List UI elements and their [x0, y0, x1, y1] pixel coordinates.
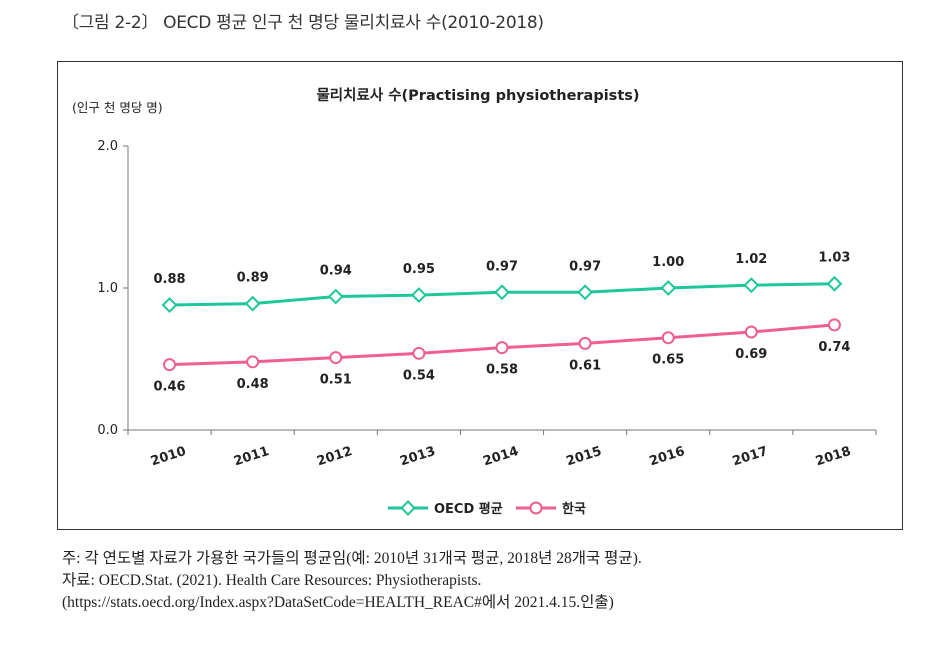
data-label: 0.54 — [403, 368, 435, 383]
x-tick-label: 2015 — [565, 444, 604, 469]
data-point — [327, 288, 344, 305]
x-tick-label: 2014 — [481, 444, 520, 469]
legend-item: 한국 — [516, 501, 586, 517]
data-point — [244, 295, 261, 312]
legend: OECD 평균 한국 — [388, 500, 586, 517]
data-point — [661, 331, 675, 345]
legend-marker — [400, 500, 416, 516]
data-label: 0.97 — [486, 259, 518, 274]
series-korea: 0.46 0.48 0.51 0.54 0.58 0.61 0.65 0.69 0.74 — [154, 318, 850, 395]
source-url-line: (https://stats.oecd.org/Index.aspx?DataS… — [62, 594, 614, 611]
data-point — [410, 287, 427, 304]
data-point — [494, 284, 510, 301]
data-label: 0.74 — [818, 340, 850, 355]
data-label: 0.65 — [652, 353, 684, 368]
data-label: 0.69 — [735, 347, 767, 362]
legend-label: 한국 — [562, 501, 586, 517]
data-point — [826, 275, 843, 292]
x-tick-label: 2010 — [149, 444, 188, 469]
x-tick-label: 2012 — [315, 444, 354, 469]
data-label: 0.89 — [237, 271, 269, 286]
data-point — [827, 318, 841, 332]
data-label: 0.58 — [486, 363, 518, 378]
data-point — [660, 280, 677, 296]
y-axis-label: (인구 천 명당 명) — [72, 100, 163, 115]
y-tick-label: 1.0 — [97, 281, 118, 296]
notes: 주: 각 연도별 자료가 가용한 국가들의 평균임(예: 2010년 31개국 … — [62, 548, 642, 614]
source-line: 자료: OECD.Stat. (2021). Health Care Resou… — [62, 572, 482, 589]
chart-frame: 물리치료사 수(Practising physiotherapists) (인구… — [57, 61, 903, 530]
data-label: 0.88 — [154, 272, 186, 287]
data-label: 0.97 — [569, 259, 601, 274]
data-point — [744, 325, 758, 339]
chart-title: 물리치료사 수(Practising physiotherapists) — [316, 87, 639, 104]
figure-caption: 〔그림 2-2〕 OECD 평균 인구 천 명당 물리치료사 수(2010-20… — [62, 13, 544, 33]
data-label: 0.51 — [320, 373, 352, 388]
data-point — [412, 346, 426, 360]
x-tick-label: 2017 — [731, 444, 770, 469]
data-label: 1.03 — [818, 251, 850, 266]
data-point — [495, 341, 509, 355]
line-chart: 물리치료사 수(Practising physiotherapists) (인구… — [72, 87, 877, 517]
y-tick-label: 2.0 — [97, 139, 118, 154]
data-label: 1.00 — [652, 255, 684, 270]
data-label: 0.94 — [320, 264, 352, 279]
data-point — [246, 355, 260, 369]
legend-marker — [529, 501, 543, 515]
y-tick-label: 0.0 — [97, 423, 118, 438]
legend-label: OECD 평균 — [434, 501, 503, 517]
series-layer: 0.88 0.89 0.94 0.95 0.97 0.97 1.00 1.02 1.03 0.46… — [154, 251, 851, 395]
data-label: 0.46 — [154, 380, 186, 395]
x-tick-label: 2016 — [648, 444, 687, 469]
data-label: 0.61 — [569, 358, 601, 373]
data-point — [161, 297, 178, 313]
x-tick-label: 2018 — [814, 444, 853, 469]
x-tick-label: 2011 — [232, 444, 271, 469]
series-oecd: 0.88 0.89 0.94 0.95 0.97 0.97 1.00 1.02 1.03 — [154, 251, 850, 313]
note-line: 주: 각 연도별 자료가 가용한 국가들의 평균임(예: 2010년 31개국 … — [62, 550, 642, 567]
x-tick-label: 2013 — [398, 444, 437, 469]
data-label: 0.95 — [403, 262, 435, 277]
data-point — [743, 277, 760, 294]
data-label: 0.48 — [237, 377, 269, 392]
data-label: 1.02 — [735, 252, 767, 267]
data-point — [163, 358, 177, 372]
data-point — [578, 336, 592, 350]
data-point — [577, 284, 594, 301]
legend-item: OECD 평균 — [388, 500, 503, 517]
data-point — [329, 351, 343, 365]
